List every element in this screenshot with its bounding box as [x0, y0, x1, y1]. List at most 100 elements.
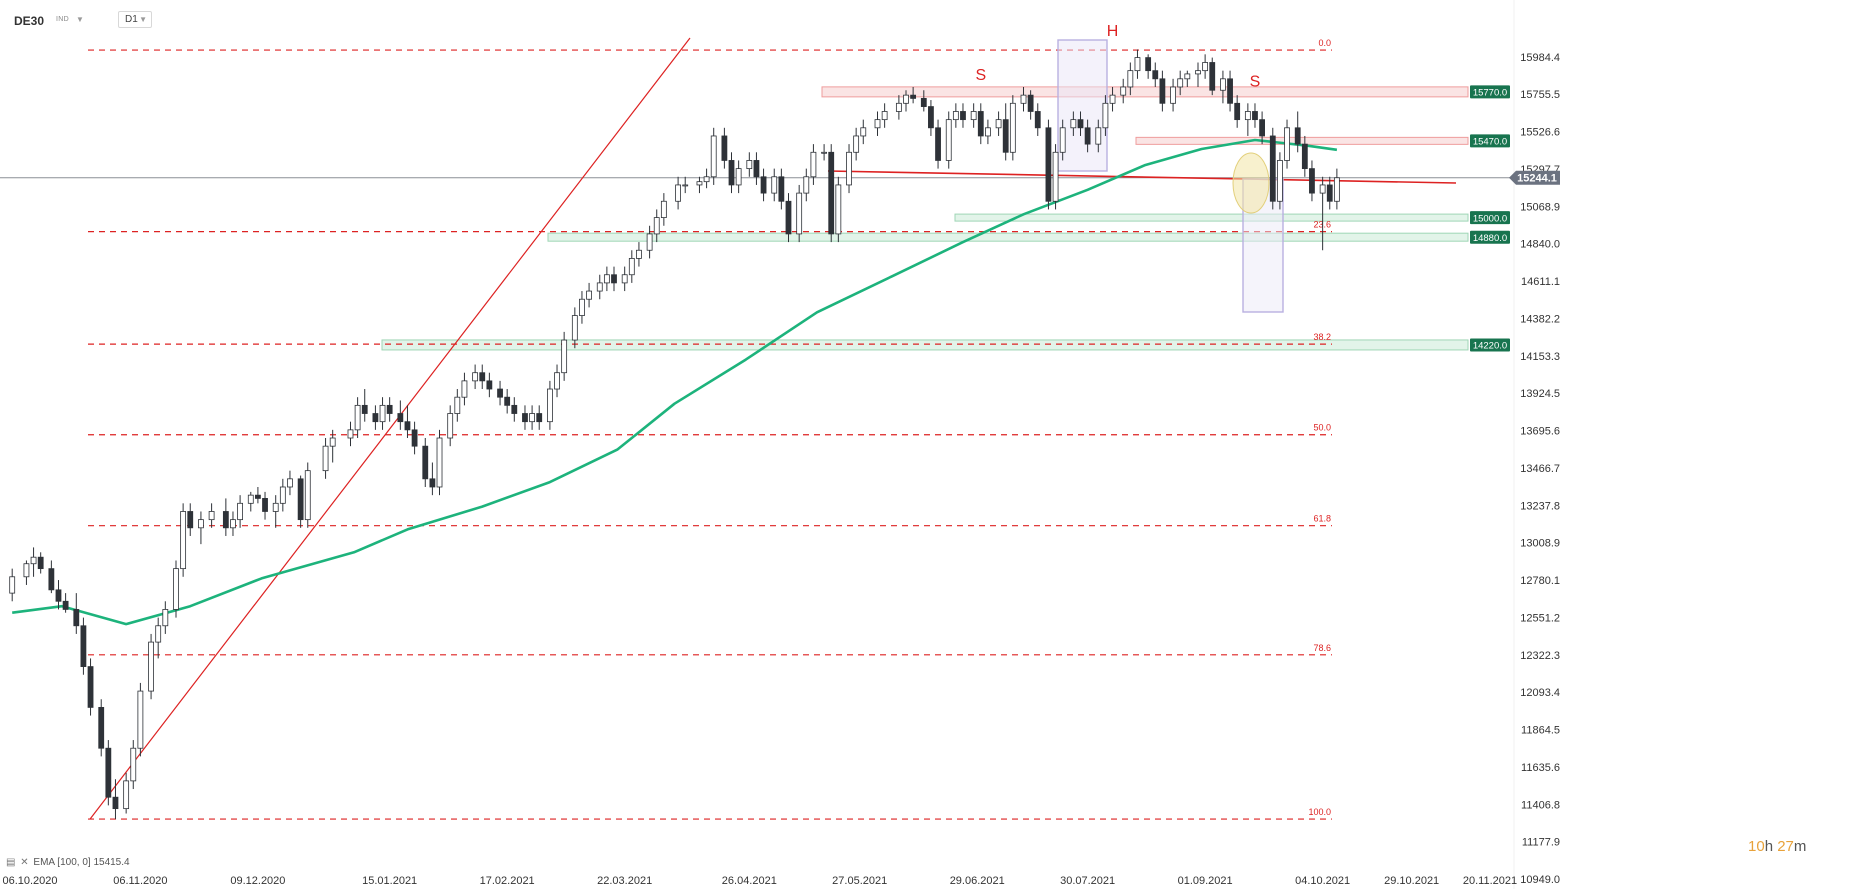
- candle-body: [835, 184, 842, 235]
- current-price-tag-bg: [1509, 170, 1560, 185]
- candle-body: [753, 160, 760, 178]
- fib-label: 50.0: [1313, 423, 1331, 433]
- level-tag-bg: [1470, 230, 1510, 244]
- candle-body: [1294, 127, 1301, 145]
- candle-body: [162, 609, 169, 627]
- y-tick-label: 14382.2: [1520, 313, 1560, 325]
- candle-body: [55, 589, 62, 602]
- candle-body: [810, 151, 817, 178]
- candle-body: [1020, 94, 1027, 104]
- x-tick-label: 26.04.2021: [722, 875, 777, 887]
- candle-body: [960, 111, 966, 121]
- y-tick-label: 13924.5: [1520, 388, 1560, 400]
- candle-body: [735, 168, 742, 186]
- candle-body: [1220, 78, 1226, 91]
- candle-body: [137, 690, 144, 749]
- fib-label: 78.6: [1313, 643, 1331, 653]
- candle-body: [653, 217, 660, 235]
- candle-body: [846, 151, 852, 186]
- indicator-icon[interactable]: ▤: [6, 857, 16, 868]
- timeframe-select[interactable]: D1 ▼: [118, 11, 152, 28]
- level-zone-14220.0: [381, 339, 1469, 351]
- candle-body: [803, 176, 810, 194]
- y-tick-label: 13466.7: [1520, 463, 1560, 475]
- candle-body: [479, 372, 486, 382]
- candle-body: [37, 556, 44, 570]
- y-tick-label: 14153.3: [1520, 351, 1560, 363]
- candle-body: [1145, 57, 1152, 72]
- candle-body: [1234, 102, 1241, 121]
- candle-countdown: 10h 27m: [1748, 838, 1806, 855]
- candle-body: [660, 200, 667, 218]
- candle-body: [760, 176, 767, 194]
- candle-body: [586, 290, 592, 300]
- candle-body: [461, 380, 468, 398]
- ema-legend-text: EMA [100, 0] 15415.4: [33, 857, 130, 868]
- candle-body: [386, 404, 393, 414]
- candle-body: [895, 102, 902, 112]
- level-tag-bg: [1470, 211, 1510, 225]
- candle-body: [222, 511, 229, 529]
- x-tick-label: 06.10.2020: [2, 875, 57, 887]
- level-zone-15000.0: [954, 213, 1469, 222]
- candle-body: [73, 609, 80, 627]
- y-tick-label: 15984.4: [1520, 52, 1560, 64]
- candle-body: [272, 502, 279, 512]
- level-zone-14880.0: [547, 232, 1469, 242]
- candle-body: [977, 111, 984, 137]
- candle-body: [1109, 94, 1116, 104]
- candle-body: [710, 135, 717, 178]
- candle-body: [1034, 111, 1041, 129]
- y-tick-label: 12780.1: [1520, 575, 1560, 587]
- candle-body: [404, 421, 411, 431]
- candle-body: [80, 625, 87, 667]
- candle-body: [579, 298, 585, 316]
- candle-body: [262, 498, 268, 512]
- fib-label: 100.0: [1308, 807, 1331, 817]
- candle-body: [881, 111, 888, 121]
- candle-body: [304, 470, 311, 521]
- candle-body: [255, 494, 261, 499]
- close-icon[interactable]: ✕: [20, 857, 29, 868]
- candle-body: [62, 600, 69, 610]
- candle-body: [322, 445, 329, 472]
- y-tick-label: 11635.6: [1521, 762, 1560, 774]
- candle-body: [1309, 168, 1315, 194]
- countdown-minutes-unit: m: [1793, 838, 1807, 855]
- candle-body: [928, 106, 934, 129]
- candle-body: [447, 413, 454, 439]
- candle-body: [1252, 111, 1258, 121]
- x-tick-label: 29.10.2021: [1384, 875, 1439, 887]
- candle-body: [636, 249, 642, 259]
- candle-body: [621, 274, 628, 284]
- candle-body: [1319, 184, 1326, 194]
- candle-body: [48, 568, 55, 591]
- highlight-ellipse: [1232, 152, 1270, 214]
- y-tick-label: 11864.5: [1521, 725, 1560, 737]
- level-tag-label: 15470.0: [1473, 137, 1507, 148]
- level-zone-15470.0: [1135, 136, 1469, 145]
- y-tick-label: 11406.8: [1521, 799, 1560, 811]
- candle-body: [372, 413, 379, 423]
- pattern-label-S: S: [1250, 73, 1261, 90]
- candle-body: [173, 568, 179, 610]
- symbol-name[interactable]: DE30: [14, 14, 45, 28]
- candle-body: [853, 135, 860, 153]
- candle-body: [860, 127, 867, 137]
- candle-body: [903, 94, 909, 104]
- fib-label: 38.2: [1313, 332, 1331, 342]
- candle-body: [1152, 70, 1159, 80]
- timeframe-chevron-down-icon: ▼: [139, 15, 147, 24]
- candle-body: [952, 111, 959, 121]
- y-tick-label: 13008.9: [1520, 538, 1560, 550]
- symbol-chevron-down-icon[interactable]: ▼: [76, 15, 84, 24]
- candle-body: [472, 372, 479, 382]
- neckline: [827, 170, 1457, 184]
- candle-body: [561, 339, 568, 374]
- chart-toolbar: DE30 IND ▼ D1 ▼: [0, 0, 1866, 30]
- candle-body: [130, 747, 137, 782]
- candle-body: [1002, 119, 1009, 153]
- candle-body: [821, 151, 827, 154]
- candle-body: [675, 184, 681, 202]
